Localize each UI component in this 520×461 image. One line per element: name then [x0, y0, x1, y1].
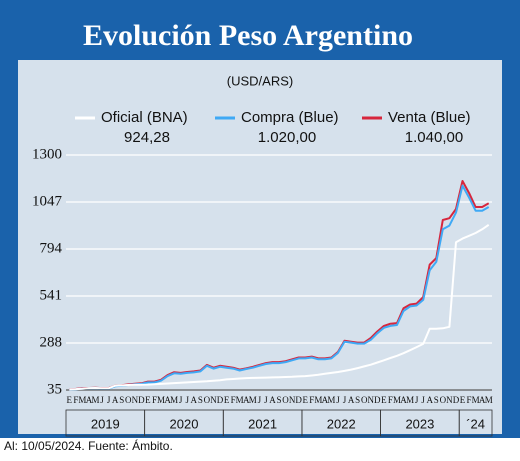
x-tick-label: J — [185, 395, 189, 405]
x-tick-label: N — [132, 395, 139, 405]
x-tick-label: N — [289, 395, 296, 405]
x-tick-label: A — [112, 395, 119, 405]
year-label: 2021 — [248, 416, 277, 431]
plot-area — [66, 155, 492, 390]
year-label: 2022 — [327, 416, 356, 431]
x-tick-label: M — [393, 395, 401, 405]
y-tick-label: 541 — [40, 287, 63, 303]
x-tick-label: M — [485, 395, 493, 405]
x-tick-label: D — [453, 395, 460, 405]
year-label: ´24 — [466, 416, 485, 431]
x-tick-label: M — [91, 395, 99, 405]
legend-value: 1.040,00 — [405, 129, 463, 146]
x-tick-label: A — [86, 395, 93, 405]
y-tick-label: 794 — [40, 240, 63, 256]
x-tick-label: F — [309, 395, 314, 405]
y-tick-label: 35 — [47, 381, 62, 397]
x-tick-label: F — [388, 395, 393, 405]
x-tick-label: D — [217, 395, 224, 405]
x-tick-label: E — [67, 395, 73, 405]
x-tick-label: F — [467, 395, 472, 405]
x-tick-label: A — [164, 395, 171, 405]
x-tick-label: J — [343, 395, 347, 405]
x-tick-label: D — [295, 395, 302, 405]
x-tick-label: E — [381, 395, 387, 405]
legend-value: 924,28 — [124, 129, 170, 146]
x-tick-label: A — [243, 395, 250, 405]
x-tick-label: A — [348, 395, 355, 405]
x-tick-label: N — [210, 395, 217, 405]
x-tick-label: M — [314, 395, 322, 405]
y-tick-label: 288 — [40, 334, 63, 350]
x-tick-label: M — [78, 395, 86, 405]
x-tick-label: E — [460, 395, 466, 405]
year-label: 2020 — [170, 416, 199, 431]
y-tick-label: 1300 — [32, 146, 62, 162]
x-tick-label: A — [322, 395, 329, 405]
x-tick-label: A — [191, 395, 198, 405]
x-tick-label: F — [152, 395, 157, 405]
x-tick-label: J — [421, 395, 425, 405]
x-tick-label: S — [355, 395, 360, 405]
year-box — [458, 409, 493, 437]
x-tick-label: E — [302, 395, 308, 405]
x-tick-label: M — [236, 395, 244, 405]
x-tick-label: A — [426, 395, 433, 405]
y-tick-label: 1047 — [32, 193, 63, 209]
x-tick-label: A — [479, 395, 486, 405]
x-tick-label: M — [472, 395, 480, 405]
x-tick-label: M — [406, 395, 414, 405]
x-tick-label: M — [327, 395, 335, 405]
x-tick-label: A — [400, 395, 407, 405]
source: Al: 10/05/2024. Fuente: Ámbito. — [4, 438, 173, 453]
x-tick-label: O — [204, 395, 211, 405]
legend-label: Oficial (BNA) — [101, 109, 188, 126]
x-tick-label: E — [145, 395, 151, 405]
legend-label: Venta (Blue) — [388, 109, 471, 126]
x-tick-label: N — [368, 395, 375, 405]
x-tick-label: D — [374, 395, 381, 405]
legend-label: Compra (Blue) — [241, 109, 339, 126]
x-tick-label: M — [157, 395, 165, 405]
x-tick-label: O — [440, 395, 447, 405]
x-tick-label: F — [73, 395, 78, 405]
x-tick-label: O — [282, 395, 289, 405]
x-tick-label: A — [269, 395, 276, 405]
x-tick-label: J — [415, 395, 419, 405]
x-tick-label: J — [336, 395, 340, 405]
subtitle: (USD/ARS) — [227, 73, 293, 88]
x-tick-label: J — [264, 395, 268, 405]
x-tick-label: O — [361, 395, 368, 405]
x-tick-label: M — [249, 395, 257, 405]
x-tick-label: E — [224, 395, 230, 405]
series-line — [69, 223, 490, 391]
x-tick-label: S — [434, 395, 439, 405]
x-tick-label: J — [179, 395, 183, 405]
x-tick-label: S — [276, 395, 281, 405]
x-tick-label: S — [198, 395, 203, 405]
year-label: 2019 — [91, 416, 120, 431]
x-tick-label: D — [138, 395, 145, 405]
x-tick-label: F — [231, 395, 236, 405]
chart-title: Evolución Peso Argentino — [83, 19, 413, 52]
x-tick-label: J — [258, 395, 262, 405]
x-tick-label: M — [170, 395, 178, 405]
year-label: 2023 — [405, 416, 434, 431]
x-tick-label: J — [100, 395, 104, 405]
x-tick-label: N — [446, 395, 453, 405]
legend-value: 1.020,00 — [258, 129, 316, 146]
x-tick-label: J — [107, 395, 111, 405]
x-tick-label: S — [119, 395, 124, 405]
x-tick-label: O — [125, 395, 132, 405]
